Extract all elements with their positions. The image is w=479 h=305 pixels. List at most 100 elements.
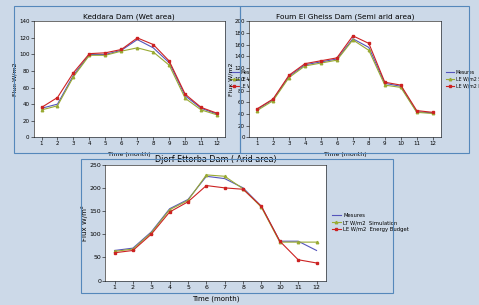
LE W/m2 energy Budget bbox=[166, 59, 172, 63]
LE W/m2 Simulation bbox=[166, 63, 172, 67]
LE W/m2 Energy Budget bbox=[286, 74, 292, 77]
Mesures bbox=[135, 38, 140, 41]
Mesures bbox=[277, 239, 283, 243]
LE W/m2 Simulation bbox=[302, 64, 308, 68]
LE W/m2  Energy Budget bbox=[277, 239, 283, 243]
LT W/m2  Simulation bbox=[148, 231, 154, 235]
LE W/m2 Simulation bbox=[350, 38, 356, 42]
Mesures bbox=[130, 246, 136, 250]
Mesures bbox=[334, 57, 340, 61]
Mesures bbox=[270, 98, 276, 101]
LE W/m2  Energy Budget bbox=[185, 200, 191, 204]
LE W/m2 energy Budget bbox=[70, 71, 76, 74]
Title: Djorf Ettorba Dam ( Arid area): Djorf Ettorba Dam ( Arid area) bbox=[155, 155, 276, 164]
Mesures bbox=[167, 207, 172, 210]
Mesures bbox=[39, 106, 45, 110]
LT W/m2  Simulation bbox=[240, 187, 246, 191]
Line: LE W/m2  Energy Budget: LE W/m2 Energy Budget bbox=[114, 184, 318, 264]
Mesures bbox=[314, 249, 319, 252]
Y-axis label: Flux W/m²: Flux W/m² bbox=[81, 205, 88, 241]
LT W/m2  Simulation bbox=[204, 173, 209, 177]
Line: LE W/m2 energy Budget: LE W/m2 energy Budget bbox=[40, 37, 218, 114]
LT W/m2  Simulation bbox=[167, 208, 172, 211]
Y-axis label: Flux W/m2: Flux W/m2 bbox=[228, 63, 233, 96]
LE W/m2 Simulation bbox=[150, 50, 156, 54]
LE W/m2 Simulation bbox=[398, 86, 404, 89]
Mesures bbox=[318, 60, 324, 64]
LE W/m2 energy Budget bbox=[135, 36, 140, 40]
LE W/m2 Simulation bbox=[118, 49, 124, 53]
LT W/m2  Simulation bbox=[222, 174, 228, 178]
Line: LE W/m2 Simulation: LE W/m2 Simulation bbox=[256, 39, 434, 115]
Mesures bbox=[430, 111, 435, 115]
LT W/m2  Simulation bbox=[130, 247, 136, 251]
LT W/m2  Simulation bbox=[277, 240, 283, 244]
Mesures bbox=[166, 61, 172, 65]
LE W/m2  Energy Budget bbox=[130, 249, 136, 252]
LE W/m2 Energy Budget bbox=[382, 80, 388, 84]
Mesures bbox=[118, 48, 124, 52]
Y-axis label: Flux W/m2: Flux W/m2 bbox=[12, 63, 17, 96]
LE W/m2 energy Budget bbox=[55, 96, 60, 99]
LE W/m2 Simulation bbox=[70, 75, 76, 79]
Mesures bbox=[222, 177, 228, 181]
LT W/m2  Simulation bbox=[314, 240, 319, 244]
LE W/m2 Simulation bbox=[182, 96, 188, 100]
LT W/m2  Simulation bbox=[295, 240, 301, 244]
LT W/m2  Simulation bbox=[185, 199, 191, 202]
LE W/m2 Simulation bbox=[318, 61, 324, 65]
LE W/m2  Energy Budget bbox=[295, 258, 301, 262]
Mesures bbox=[198, 106, 204, 110]
LE W/m2 Energy Budget bbox=[254, 107, 260, 111]
LE W/m2 Simulation bbox=[270, 99, 276, 102]
LE W/m2 Simulation bbox=[414, 110, 420, 114]
Mesures bbox=[240, 186, 246, 190]
LE W/m2  Energy Budget bbox=[112, 251, 117, 255]
Title: Foum El Gheiss Dam (Semi arid area): Foum El Gheiss Dam (Semi arid area) bbox=[275, 13, 414, 20]
Line: Mesures: Mesures bbox=[257, 39, 433, 113]
LE W/m2  Energy Budget bbox=[240, 188, 246, 191]
LE W/m2 Energy Budget bbox=[270, 97, 276, 101]
LE W/m2 Energy Budget bbox=[398, 83, 404, 87]
Line: LE W/m2 Energy Budget: LE W/m2 Energy Budget bbox=[256, 34, 434, 113]
LE W/m2 Simulation bbox=[55, 104, 60, 108]
Mesures bbox=[55, 102, 60, 106]
Title: Keddara Dam (Wet area): Keddara Dam (Wet area) bbox=[83, 13, 175, 20]
LE W/m2 Energy Budget bbox=[318, 59, 324, 63]
LT W/m2  Simulation bbox=[112, 249, 117, 253]
LE W/m2 energy Budget bbox=[182, 92, 188, 96]
Mesures bbox=[286, 74, 292, 78]
Mesures bbox=[302, 63, 308, 66]
Mesures bbox=[103, 53, 108, 56]
LE W/m2 energy Budget bbox=[198, 106, 204, 109]
Mesures bbox=[366, 45, 372, 49]
LE W/m2 energy Budget bbox=[103, 51, 108, 55]
LE W/m2  Energy Budget bbox=[148, 232, 154, 236]
Line: LT W/m2  Simulation: LT W/m2 Simulation bbox=[114, 174, 318, 253]
X-axis label: Time (month): Time (month) bbox=[324, 152, 366, 157]
LE W/m2 Simulation bbox=[198, 108, 204, 112]
Mesures bbox=[87, 53, 92, 56]
Mesures bbox=[259, 205, 264, 208]
Line: LE W/m2 Simulation: LE W/m2 Simulation bbox=[40, 47, 218, 116]
LE W/m2  Energy Budget bbox=[222, 186, 228, 190]
LE W/m2  Energy Budget bbox=[314, 261, 319, 265]
Mesures bbox=[254, 108, 260, 111]
LE W/m2 Simulation bbox=[430, 112, 435, 115]
LE W/m2  Energy Budget bbox=[204, 184, 209, 187]
LE W/m2  Energy Budget bbox=[259, 205, 264, 208]
X-axis label: Time (month): Time (month) bbox=[108, 152, 150, 157]
LE W/m2 energy Budget bbox=[39, 106, 45, 109]
Mesures bbox=[382, 81, 388, 85]
LE W/m2 Energy Budget bbox=[302, 62, 308, 66]
LE W/m2 energy Budget bbox=[214, 111, 220, 115]
X-axis label: Time (month): Time (month) bbox=[192, 295, 240, 302]
LE W/m2 Simulation bbox=[135, 46, 140, 50]
Legend: Mesures, LE W/m2 Simulation, LE W/m2 energy Budget: Mesures, LE W/m2 Simulation, LE W/m2 ene… bbox=[229, 69, 297, 90]
LE W/m2 Simulation bbox=[87, 53, 92, 57]
LE W/m2 Simulation bbox=[103, 53, 108, 57]
LE W/m2 Simulation bbox=[214, 113, 220, 117]
Legend: Mesures, LT W/m2  Simulation, LE W/m2  Energy Budget: Mesures, LT W/m2 Simulation, LE W/m2 Ene… bbox=[331, 212, 410, 233]
Mesures bbox=[295, 239, 301, 243]
LE W/m2 Energy Budget bbox=[366, 41, 372, 45]
